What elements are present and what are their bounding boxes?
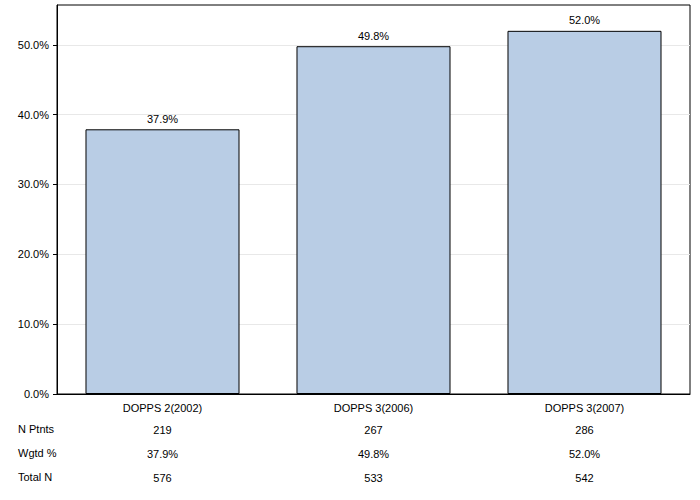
svg-text:49.8%: 49.8%: [358, 448, 389, 460]
svg-text:DOPPS 3(2007): DOPPS 3(2007): [545, 402, 624, 414]
svg-text:267: 267: [364, 424, 382, 436]
svg-text:219: 219: [153, 424, 171, 436]
svg-text:286: 286: [575, 424, 593, 436]
svg-text:40.0%: 40.0%: [18, 109, 49, 121]
svg-text:50.0%: 50.0%: [18, 39, 49, 51]
svg-text:533: 533: [364, 472, 382, 484]
svg-text:DOPPS 2(2002): DOPPS 2(2002): [123, 402, 202, 414]
svg-text:30.0%: 30.0%: [18, 178, 49, 190]
svg-text:37.9%: 37.9%: [147, 448, 178, 460]
svg-text:0.0%: 0.0%: [24, 388, 49, 400]
svg-text:20.0%: 20.0%: [18, 248, 49, 260]
svg-text:576: 576: [153, 472, 171, 484]
svg-text:Total N: Total N: [18, 471, 52, 483]
svg-text:37.9%: 37.9%: [147, 113, 178, 125]
svg-text:N Ptnts: N Ptnts: [18, 423, 55, 435]
svg-text:542: 542: [575, 472, 593, 484]
svg-text:52.0%: 52.0%: [569, 448, 600, 460]
svg-text:52.0%: 52.0%: [569, 14, 600, 26]
svg-text:10.0%: 10.0%: [18, 318, 49, 330]
svg-text:49.8%: 49.8%: [358, 30, 389, 42]
svg-text:DOPPS 3(2006): DOPPS 3(2006): [334, 402, 413, 414]
svg-text:Wgtd %: Wgtd %: [18, 447, 57, 459]
